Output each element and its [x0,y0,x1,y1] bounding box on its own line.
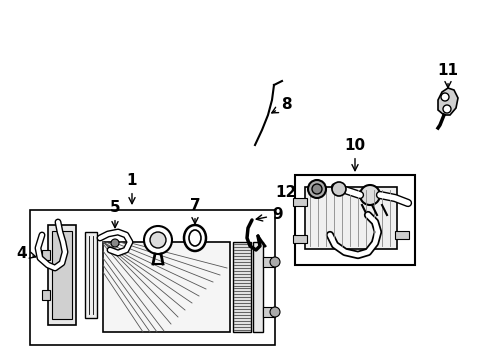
Text: 2: 2 [344,218,357,246]
Bar [263,257,274,267]
Bar [305,187,396,249]
Circle shape [269,307,280,317]
Bar [48,225,76,325]
Text: 9: 9 [256,207,282,222]
Bar [85,232,97,318]
Circle shape [440,93,448,101]
Bar [292,198,306,206]
Ellipse shape [189,230,201,246]
Text: 10: 10 [344,138,365,171]
Circle shape [311,184,321,194]
Bar [292,235,306,243]
Text: 5: 5 [109,200,120,228]
Circle shape [111,239,119,247]
Bar [42,250,50,260]
Circle shape [442,105,450,113]
Polygon shape [437,88,457,115]
Ellipse shape [183,225,205,251]
Circle shape [307,180,325,198]
Bar [232,242,250,332]
Text: 3: 3 [369,209,380,240]
Circle shape [359,185,379,205]
Text: 1: 1 [126,173,137,204]
Text: 4: 4 [17,246,36,261]
Bar [263,307,274,317]
Bar [394,231,408,239]
Bar [30,210,274,345]
Text: 11: 11 [437,63,458,88]
Polygon shape [103,242,229,332]
Circle shape [331,182,346,196]
Text: 6: 6 [152,259,163,287]
Bar [52,231,72,319]
Text: 7: 7 [189,198,200,224]
Circle shape [143,226,172,254]
Bar [294,175,414,265]
Circle shape [150,232,165,248]
Text: 8: 8 [271,98,291,113]
Text: 12: 12 [275,185,312,201]
Circle shape [269,257,280,267]
Bar [252,242,263,332]
Bar [42,290,50,300]
